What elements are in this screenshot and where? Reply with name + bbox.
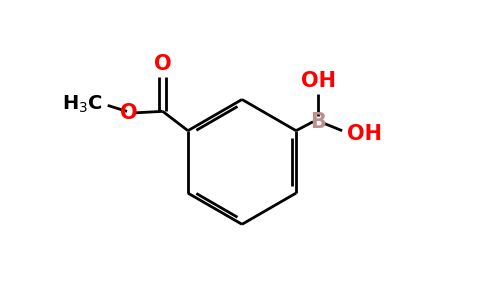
Text: O: O (121, 103, 138, 123)
Text: B: B (310, 112, 326, 132)
Text: OH: OH (301, 70, 336, 91)
Text: O: O (154, 54, 171, 74)
Text: OH: OH (347, 124, 381, 144)
Text: H$_3$C: H$_3$C (62, 93, 103, 115)
